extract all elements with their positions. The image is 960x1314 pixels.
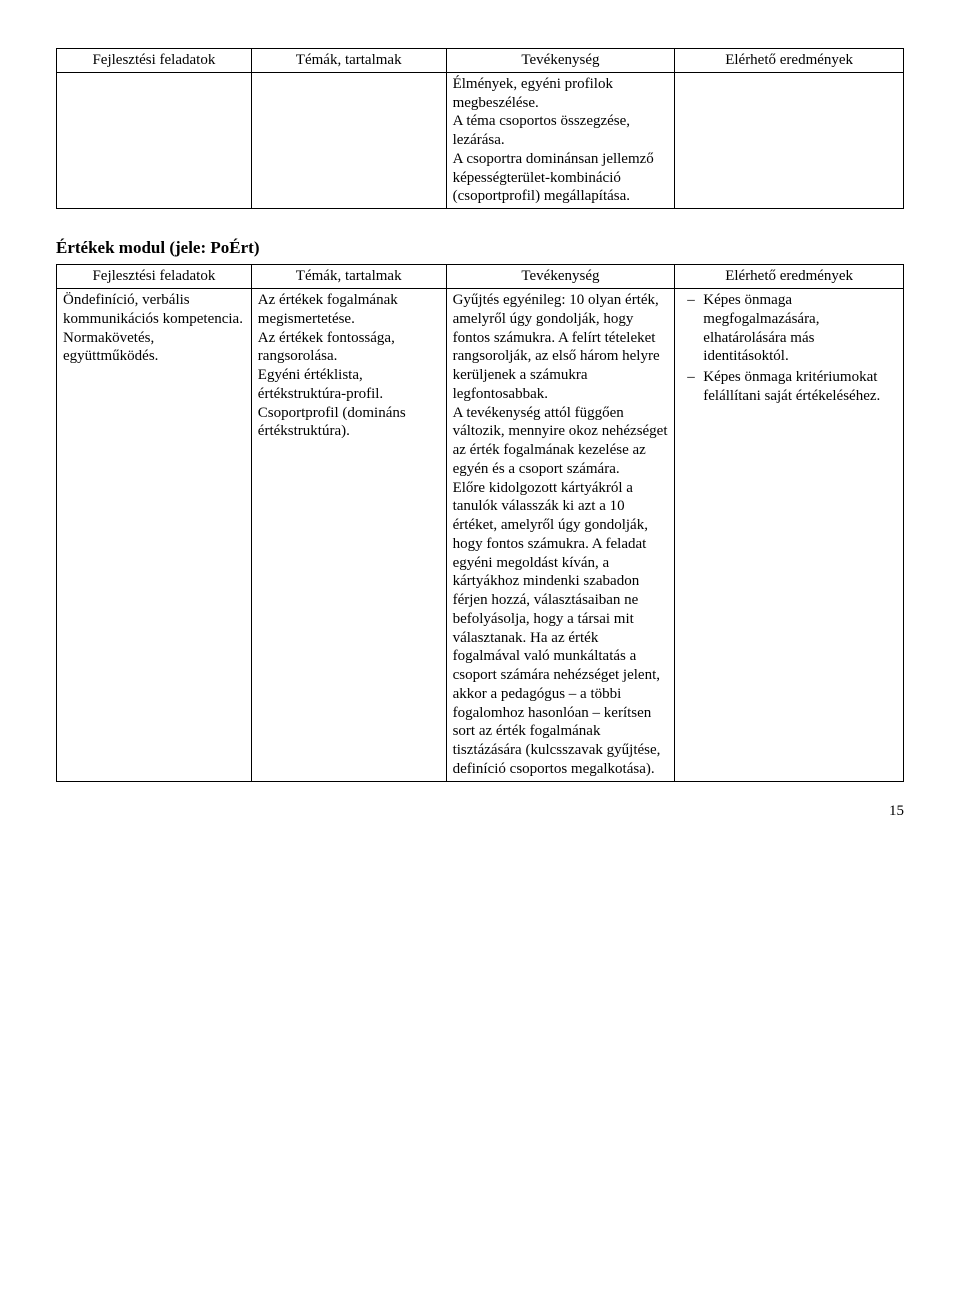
section-title: Értékek modul (jele: PoÉrt) bbox=[56, 237, 904, 258]
t2-header-2: Témák, tartalmak bbox=[251, 265, 446, 289]
t2-header-3: Tevékenység bbox=[446, 265, 675, 289]
table-two: Fejlesztési feladatok Témák, tartalmak T… bbox=[56, 264, 904, 781]
t1-cell-1 bbox=[57, 72, 252, 208]
t1-cell-2 bbox=[251, 72, 446, 208]
table-row: Fejlesztési feladatok Témák, tartalmak T… bbox=[57, 49, 904, 73]
t1-cell-3: Élmények, egyéni profilok megbeszélése.A… bbox=[446, 72, 675, 208]
t2-cell-4: Képes önmaga megfogalmazására, elhatárol… bbox=[675, 289, 904, 782]
t2-header-4: Elérhető eredmények bbox=[675, 265, 904, 289]
t1-header-2: Témák, tartalmak bbox=[251, 49, 446, 73]
t1-header-1: Fejlesztési feladatok bbox=[57, 49, 252, 73]
t2-cell-1: Öndefiníció, verbális kommunikációs komp… bbox=[57, 289, 252, 782]
t1-header-4: Elérhető eredmények bbox=[675, 49, 904, 73]
table-row: Élmények, egyéni profilok megbeszélése.A… bbox=[57, 72, 904, 208]
t2-cell-3: Gyűjtés egyénileg: 10 olyan érték, amely… bbox=[446, 289, 675, 782]
outcomes-list: Képes önmaga megfogalmazására, elhatárol… bbox=[681, 291, 897, 406]
table-row: Öndefiníció, verbális kommunikációs komp… bbox=[57, 289, 904, 782]
t2-header-1: Fejlesztési feladatok bbox=[57, 265, 252, 289]
t2-cell-2: Az értékek fogalmának megismertetése.Az … bbox=[251, 289, 446, 782]
page-number: 15 bbox=[56, 802, 904, 821]
list-item: Képes önmaga megfogalmazására, elhatárol… bbox=[681, 291, 897, 366]
t1-cell-4 bbox=[675, 72, 904, 208]
list-item: Képes önmaga kritériumokat felállítani s… bbox=[681, 368, 897, 406]
t1-header-3: Tevékenység bbox=[446, 49, 675, 73]
table-row: Fejlesztési feladatok Témák, tartalmak T… bbox=[57, 265, 904, 289]
table-one: Fejlesztési feladatok Témák, tartalmak T… bbox=[56, 48, 904, 209]
